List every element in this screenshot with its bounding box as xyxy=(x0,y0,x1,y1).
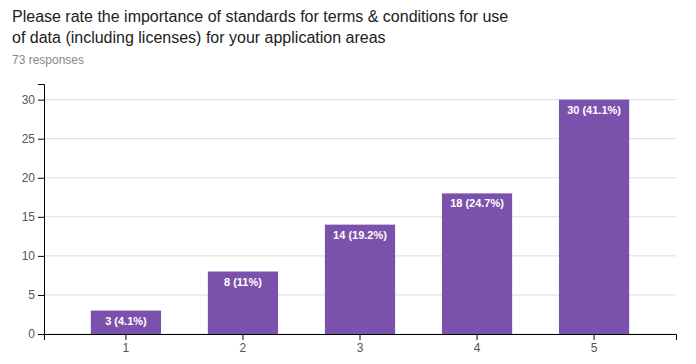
data-label: 14 (19.2%) xyxy=(333,229,387,241)
x-tick-label: 4 xyxy=(474,341,481,355)
data-label: 30 (41.1%) xyxy=(567,104,621,116)
y-tick-mark xyxy=(38,334,44,335)
plot-area: 1 2 3 4 5 0 5 10 15 20 25 30 3 (4.1%) 8 (11%) 14 (19.2… xyxy=(22,85,677,355)
y-tick-label: 15 xyxy=(22,210,36,224)
bar xyxy=(91,311,161,334)
x-axis: 1 2 3 4 5 xyxy=(45,334,677,355)
x-tick-label: 5 xyxy=(591,341,598,355)
subtitle: 73 responses xyxy=(12,53,84,67)
data-label: 8 (11%) xyxy=(224,276,262,288)
x-tick-mark xyxy=(360,334,361,340)
bar xyxy=(559,100,629,334)
x-tick: 4 xyxy=(474,334,481,355)
x-tick-mark xyxy=(242,334,243,340)
title: Please rate the importance of standards … xyxy=(12,8,508,25)
x-tick-mark xyxy=(594,334,595,340)
x-tick-mark xyxy=(477,334,478,340)
y-tick: 20 xyxy=(22,171,44,185)
y-tick-mark xyxy=(38,139,44,140)
y-tick-mark xyxy=(38,295,44,296)
x-tick: 2 xyxy=(240,334,247,355)
x-tick-label: 1 xyxy=(123,341,130,355)
y-axis: 0 5 10 15 20 25 30 xyxy=(22,85,45,342)
y-tick-label: 10 xyxy=(22,249,36,263)
y-tick-label: 0 xyxy=(28,327,35,341)
bars xyxy=(91,100,629,334)
x-tick-label: 3 xyxy=(357,341,364,355)
y-tick-mark xyxy=(38,217,44,218)
y-tick: 25 xyxy=(22,132,44,146)
y-tick: 15 xyxy=(22,210,44,224)
bar xyxy=(208,272,278,335)
x-axis-line xyxy=(45,335,677,341)
data-label: 3 (4.1%) xyxy=(105,315,147,327)
data-labels: 3 (4.1%) 8 (11%) 14 (19.2%) 18 (24.7%) 30 (4… xyxy=(105,104,621,327)
y-axis-line xyxy=(38,85,45,335)
chart-container: Please rate the importance of standards … xyxy=(0,0,696,364)
y-tick-label: 25 xyxy=(22,132,36,146)
y-tick-mark xyxy=(38,100,44,101)
y-tick-mark xyxy=(38,178,44,179)
x-tick-mark xyxy=(125,334,126,340)
bar xyxy=(325,225,395,334)
bar xyxy=(442,193,512,334)
x-tick: 3 xyxy=(357,334,364,355)
grid xyxy=(44,100,676,334)
x-tick-label: 2 xyxy=(240,341,247,355)
y-tick: 0 xyxy=(28,327,44,341)
data-label: 18 (24.7%) xyxy=(450,197,504,209)
chart-svg: Please rate the importance of standards … xyxy=(0,0,696,364)
title: of data (including licenses) for your ap… xyxy=(12,29,386,46)
y-tick-label: 20 xyxy=(22,171,36,185)
y-tick: 5 xyxy=(28,288,44,302)
y-tick-mark xyxy=(38,256,44,257)
x-tick: 1 xyxy=(123,334,130,355)
y-tick-label: 30 xyxy=(22,93,36,107)
x-tick: 5 xyxy=(591,334,598,355)
y-tick: 30 xyxy=(22,93,44,107)
y-tick: 10 xyxy=(22,249,44,263)
y-tick-label: 5 xyxy=(28,288,35,302)
